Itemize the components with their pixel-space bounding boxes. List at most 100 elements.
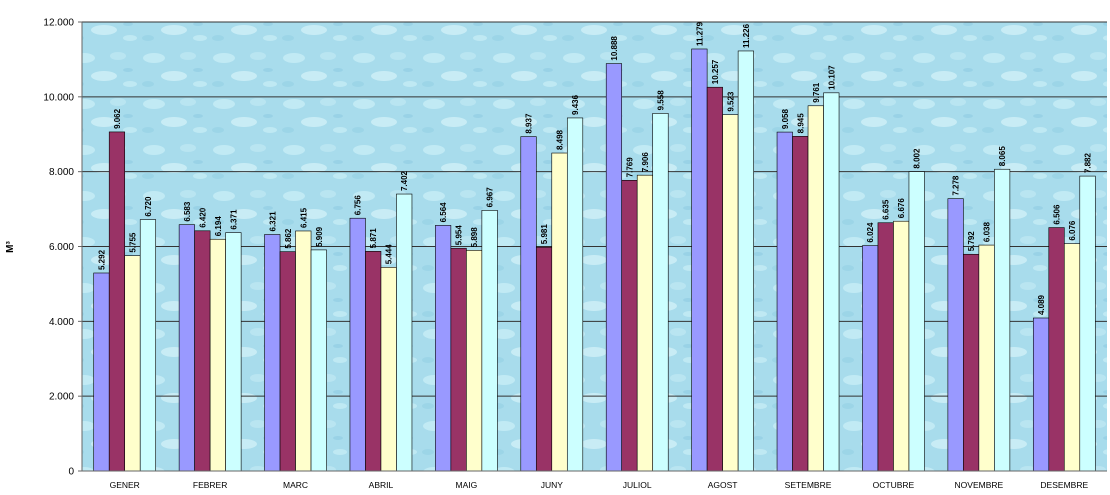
bar <box>823 92 840 472</box>
bar <box>264 234 281 472</box>
y-tick-label: 4.000 <box>49 317 74 328</box>
y-tick-label: 6.000 <box>49 242 74 253</box>
data-label: 5.792 <box>967 231 976 252</box>
bar <box>1063 243 1081 472</box>
data-label: 6.756 <box>354 195 363 216</box>
bar <box>722 114 739 472</box>
bar <box>551 152 568 472</box>
bar <box>396 193 413 472</box>
data-label: 11.226 <box>742 23 751 48</box>
data-label: 6.321 <box>268 211 277 232</box>
data-label: 7.882 <box>1084 153 1093 174</box>
data-label: 6.076 <box>1068 220 1077 241</box>
data-label: 6.564 <box>439 202 448 223</box>
x-category-label: NOVEMBRE <box>955 480 1004 490</box>
data-label: 6.720 <box>144 196 153 217</box>
data-label: 5.981 <box>540 224 549 245</box>
bar <box>862 245 879 472</box>
x-category-label: AGOST <box>708 480 738 490</box>
x-category-label: MAIG <box>456 480 478 490</box>
data-label: 7.906 <box>641 152 650 173</box>
gridlines <box>82 21 1107 397</box>
data-label: 5.954 <box>455 225 464 246</box>
bar <box>279 251 296 472</box>
data-label: 9.058 <box>781 109 790 130</box>
data-label: 7.278 <box>952 175 961 196</box>
bar <box>295 230 312 472</box>
data-label: 6.635 <box>882 199 891 220</box>
bar <box>435 225 452 472</box>
x-category-label: GENER <box>110 480 140 490</box>
data-label: 7.769 <box>625 157 634 178</box>
bar <box>807 105 824 472</box>
x-category-label: DESEMBRE <box>1040 480 1088 490</box>
y-axis-title: M³ <box>5 241 16 253</box>
bar <box>481 210 498 472</box>
bar <box>194 230 211 472</box>
bar <box>108 131 126 472</box>
data-label: 8.945 <box>796 113 805 134</box>
data-label: 6.583 <box>183 201 192 222</box>
bar <box>893 220 910 472</box>
data-label: 6.676 <box>897 198 906 219</box>
data-label: 9.558 <box>656 90 665 111</box>
bar <box>520 136 537 472</box>
x-category-label: JUNY <box>541 480 564 490</box>
data-label: 10.888 <box>610 36 619 61</box>
bar <box>139 219 157 472</box>
bar <box>1032 317 1050 472</box>
y-tick-label: 2.000 <box>49 392 74 403</box>
data-label: 9.523 <box>726 91 735 112</box>
data-label: 9.062 <box>113 108 122 129</box>
data-label: 5.909 <box>315 226 324 247</box>
data-label: 7.402 <box>400 170 409 191</box>
bar <box>605 63 623 472</box>
bar <box>349 217 366 472</box>
x-category-label: SETEMBRE <box>785 480 832 490</box>
bar <box>466 250 483 472</box>
data-label: 6.967 <box>486 187 495 208</box>
bar <box>621 180 638 472</box>
bar <box>792 136 809 472</box>
x-category-label: JULIOL <box>623 480 652 490</box>
data-label: 8.937 <box>525 113 534 134</box>
y-axis-ticks: 0 2.000 4.000 6.000 8.000 10.000 12.000 <box>43 18 82 478</box>
bar <box>380 267 397 472</box>
data-label: 8.065 <box>998 146 1007 167</box>
data-label: 6.371 <box>229 209 238 230</box>
data-label: 5.444 <box>385 244 394 265</box>
bar <box>209 238 226 472</box>
bar <box>908 171 925 472</box>
y-tick-label: 0 <box>68 467 74 478</box>
data-label: 9.436 <box>571 94 580 115</box>
x-category-label: ABRIL <box>369 480 394 490</box>
data-label: 5.862 <box>284 228 293 249</box>
bar <box>225 232 242 472</box>
bar <box>365 251 382 472</box>
bar <box>310 249 327 472</box>
bar <box>652 113 669 472</box>
data-label: 5.898 <box>470 227 479 248</box>
bar <box>566 117 584 472</box>
bar <box>535 246 553 472</box>
bar <box>1048 227 1065 472</box>
bar <box>450 247 467 472</box>
data-label: 5.755 <box>128 232 137 253</box>
data-label: 6.420 <box>198 207 207 228</box>
bar <box>1079 175 1096 472</box>
bar <box>994 168 1011 472</box>
bar <box>124 255 141 472</box>
bar <box>636 174 654 472</box>
y-tick-label: 12.000 <box>43 18 74 29</box>
x-category-label: FEBRER <box>193 480 227 490</box>
data-label: 10.257 <box>711 59 720 84</box>
bar <box>963 253 980 472</box>
x-category-label: OCTUBRE <box>873 480 915 490</box>
x-axis-category-labels: GENER FEBRER MARC ABRIL MAIG JUNY JULIOL AGOST S… <box>110 480 1089 490</box>
x-category-label: MARC <box>283 480 308 490</box>
bar <box>978 244 995 472</box>
bar <box>706 86 723 472</box>
data-label: 8.002 <box>913 148 922 169</box>
bar <box>737 50 754 472</box>
